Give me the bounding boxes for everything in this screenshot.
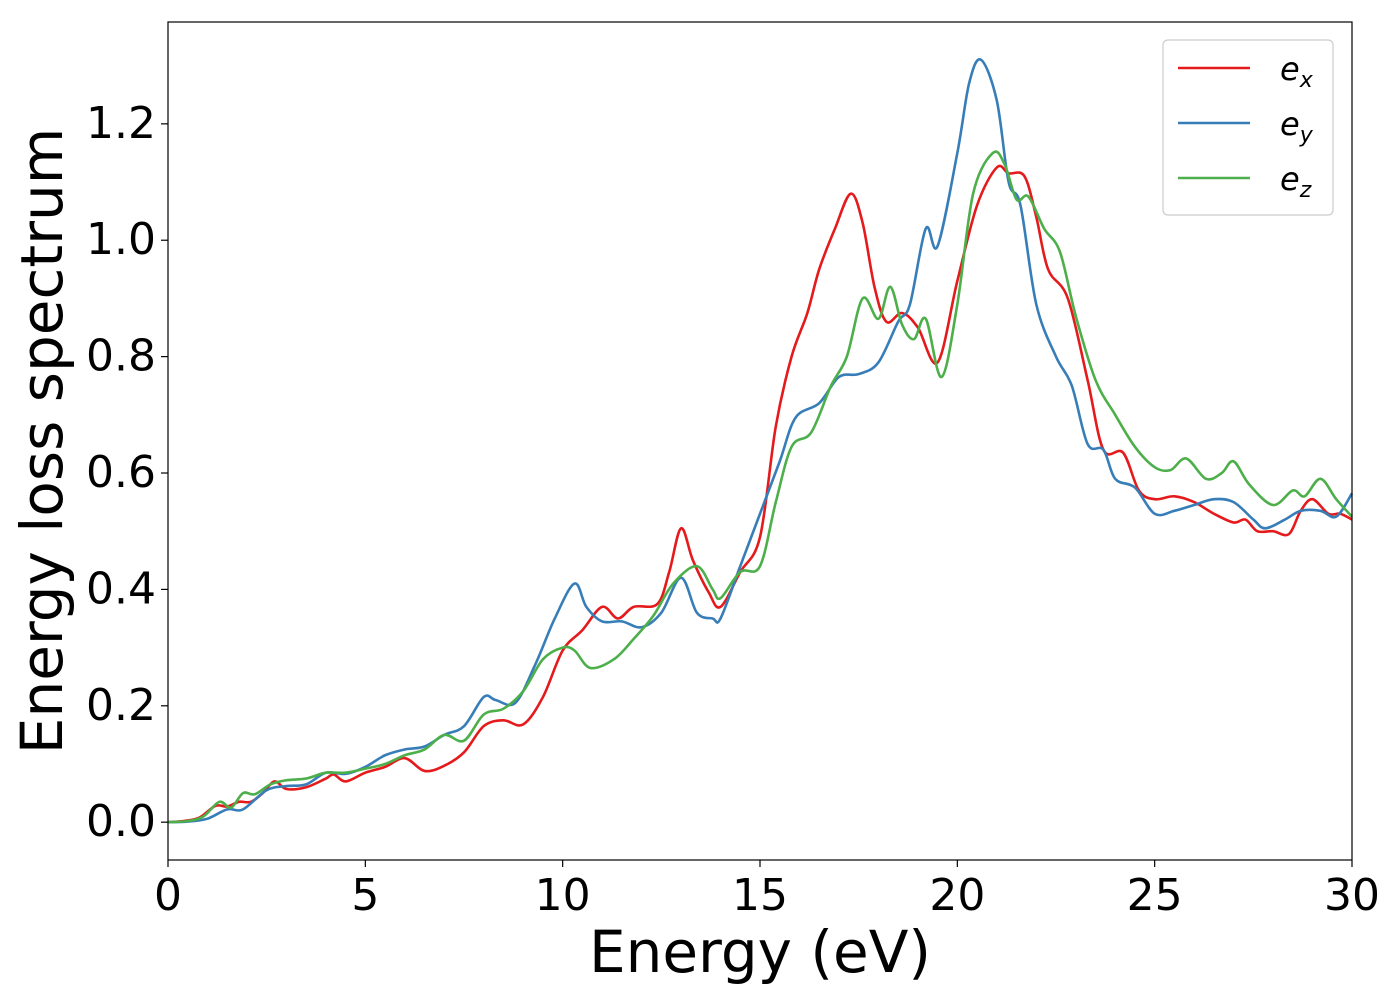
x-axis-ticks: 0 5 10 15 20 25 30	[154, 860, 1380, 921]
legend-box	[1162, 39, 1334, 216]
legend-label: ez	[1280, 160, 1312, 203]
x-tick-label: 15	[732, 870, 788, 921]
y-tick-label: 0.2	[86, 680, 156, 731]
y-tick-label: 1.2	[86, 98, 156, 149]
y-tick-label: 0.8	[86, 331, 156, 382]
y-axis-label: Energy loss spectrum	[8, 128, 76, 754]
series-lines	[167, 58, 1354, 824]
x-tick-label: 0	[154, 870, 182, 921]
series-line-y	[167, 58, 1354, 824]
x-tick-label: 30	[1324, 870, 1380, 921]
y-tick-label: 0.4	[86, 563, 156, 614]
x-tick-label: 25	[1127, 870, 1183, 921]
y-tick-label: 0.0	[86, 796, 156, 847]
y-tick-label: 1.0	[86, 214, 156, 265]
series-line-x	[167, 164, 1353, 824]
x-tick-label: 10	[535, 870, 591, 921]
x-tick-label: 5	[351, 870, 379, 921]
series-line-z	[167, 150, 1353, 824]
y-tick-label: 0.6	[86, 447, 156, 498]
y-axis-ticks: 0.0 0.2 0.4 0.6 0.8 1.0 1.2	[86, 98, 168, 847]
x-tick-label: 20	[929, 870, 985, 921]
x-axis-label: Energy (eV)	[589, 918, 931, 986]
